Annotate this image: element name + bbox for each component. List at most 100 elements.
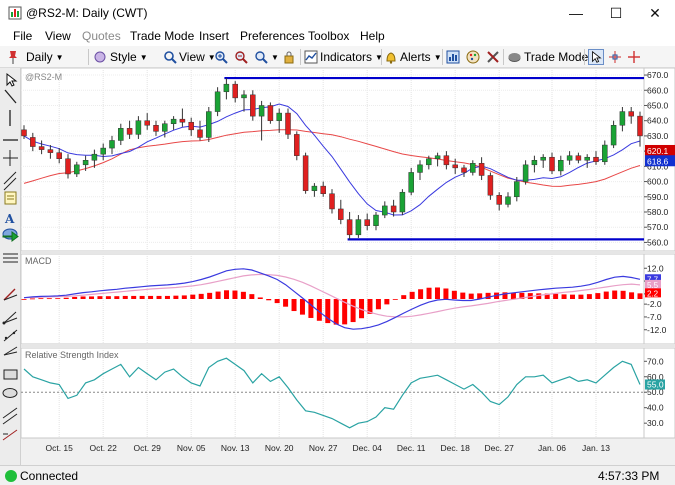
menu-view[interactable]: View bbox=[45, 29, 71, 43]
macd-histogram-bar bbox=[105, 296, 111, 299]
candle-body bbox=[399, 191, 406, 213]
macd-tick-label: 12.0 bbox=[647, 263, 664, 273]
menu-insert[interactable]: Insert bbox=[199, 29, 230, 43]
menu-preferences[interactable]: Preferences bbox=[240, 29, 305, 43]
rsi-value-badge bbox=[645, 379, 665, 390]
chevron-down-icon[interactable]: ▼ bbox=[271, 53, 279, 62]
interval-select[interactable]: Daily ▼ bbox=[26, 49, 64, 65]
macd-histogram-bar bbox=[578, 294, 584, 299]
connection-status-icon bbox=[5, 470, 17, 482]
note-icon[interactable] bbox=[4, 191, 17, 205]
menu-file[interactable]: File bbox=[13, 29, 33, 43]
close-button[interactable]: ✕ bbox=[649, 5, 661, 21]
candle-body bbox=[258, 105, 265, 117]
chart-settings-icon[interactable] bbox=[446, 49, 460, 65]
trade-mode-button[interactable]: Trade Mode bbox=[524, 50, 589, 64]
zoom-in-icon[interactable] bbox=[214, 49, 228, 65]
pointer-tool-icon[interactable] bbox=[588, 49, 604, 65]
rsi-tick-label: 30.0 bbox=[647, 418, 664, 428]
pin-icon[interactable] bbox=[6, 49, 20, 65]
style-label: Style bbox=[110, 50, 137, 64]
macd-histogram-bar bbox=[342, 299, 348, 325]
menu-quotes[interactable]: Quotes bbox=[82, 29, 121, 43]
style-menu-button[interactable]: Style ▼ bbox=[110, 49, 148, 65]
status-clock: 4:57:33 PM bbox=[598, 469, 660, 483]
drawing-tools: A bbox=[2, 72, 19, 441]
cross-line-icon[interactable] bbox=[3, 150, 18, 166]
trend-line-icon[interactable] bbox=[4, 89, 17, 104]
view-magnifier-icon bbox=[164, 51, 177, 64]
crosshair-icon[interactable] bbox=[608, 49, 622, 65]
regression-channel-icon[interactable] bbox=[2, 407, 18, 425]
macd-histogram-bar bbox=[55, 298, 61, 300]
menu-help[interactable]: Help bbox=[360, 29, 385, 43]
macd-histogram-bar bbox=[468, 293, 474, 299]
candle-body bbox=[522, 164, 529, 182]
candle-body bbox=[320, 185, 326, 194]
candle-body bbox=[135, 120, 142, 135]
candle-body bbox=[30, 137, 36, 147]
view-menu-button[interactable]: View ▼ bbox=[179, 49, 216, 65]
chevron-down-icon: ▼ bbox=[433, 52, 442, 62]
cross-cursor-icon[interactable] bbox=[627, 49, 641, 65]
price-tick-label: 640.0 bbox=[647, 116, 669, 126]
macd-histogram-bar bbox=[485, 292, 491, 299]
rectangle-tool-icon[interactable] bbox=[3, 369, 18, 380]
candle-body bbox=[496, 195, 502, 205]
channel-icon[interactable] bbox=[3, 171, 17, 191]
fibonacci-icon[interactable] bbox=[3, 253, 18, 263]
macd-histogram-bar bbox=[510, 292, 516, 299]
cycle-lines-icon[interactable] bbox=[3, 329, 18, 342]
tools-icon[interactable] bbox=[486, 49, 500, 65]
menu-trade-mode[interactable]: Trade Mode bbox=[130, 29, 195, 43]
lock-icon[interactable] bbox=[282, 49, 296, 65]
candle-body bbox=[118, 128, 124, 141]
x-tick-label: Dec. 27 bbox=[485, 443, 515, 453]
ellipse-outline-tool-icon[interactable] bbox=[2, 388, 18, 398]
macd-histogram-bar bbox=[173, 295, 179, 299]
arrow-tool-icon[interactable] bbox=[2, 231, 19, 242]
moving-average-badge bbox=[645, 155, 675, 167]
pointer-tool-icon[interactable] bbox=[6, 72, 18, 87]
connection-status: Connected bbox=[20, 469, 79, 483]
zoom-out-icon[interactable] bbox=[234, 49, 248, 65]
chart-pane-1 bbox=[21, 68, 645, 252]
macd-histogram-bar bbox=[122, 295, 128, 299]
macd-histogram-bar bbox=[418, 289, 424, 299]
candle-body bbox=[188, 121, 194, 131]
gann-fan-icon[interactable] bbox=[2, 311, 18, 325]
chevron-down-icon: ▼ bbox=[55, 52, 64, 62]
macd-histogram-bar bbox=[325, 299, 331, 324]
macd-histogram-bar bbox=[89, 296, 95, 299]
speed-lines-icon[interactable] bbox=[3, 346, 18, 356]
palette-icon[interactable] bbox=[466, 49, 480, 65]
text-tool-icon[interactable]: A bbox=[4, 212, 15, 226]
macd-histogram-bar bbox=[333, 299, 339, 325]
macd-histogram-bar bbox=[519, 292, 525, 299]
x-tick-label: Dec. 04 bbox=[353, 443, 383, 453]
chart-area[interactable]: Oct. 15 Oct. 22 Oct. 29 Nov. 05 Nov. 13 Nov. … bbox=[21, 68, 675, 465]
macd-histogram-bar bbox=[316, 299, 322, 321]
macd-histogram-bar bbox=[569, 294, 575, 299]
alerts-menu-button[interactable]: Alerts ▼ bbox=[400, 49, 442, 65]
macd-histogram-bar bbox=[249, 294, 255, 299]
price-tick-label: 660.0 bbox=[647, 85, 669, 95]
rsi-tick-label: 70.0 bbox=[647, 356, 664, 366]
candle-body bbox=[470, 163, 476, 173]
minimize-button[interactable]: — bbox=[569, 5, 583, 21]
macd-histogram-bar bbox=[595, 293, 601, 299]
indicators-menu-button[interactable]: Indicators ▼ bbox=[320, 49, 383, 65]
pane-splitter[interactable] bbox=[21, 251, 675, 254]
candle-body bbox=[311, 185, 318, 191]
menu-toolbox[interactable]: Toolbox bbox=[308, 29, 350, 43]
zoom-select-icon[interactable] bbox=[254, 49, 268, 65]
macd-histogram-bar bbox=[224, 290, 230, 299]
andrews-pitchfork-icon[interactable] bbox=[3, 288, 18, 301]
candle-body bbox=[382, 205, 388, 216]
pane-splitter[interactable] bbox=[21, 344, 675, 348]
drawing-tools-strip: A bbox=[0, 68, 21, 465]
measure-tool-icon[interactable] bbox=[2, 429, 18, 441]
macd-histogram-bar bbox=[164, 295, 170, 299]
maximize-button[interactable]: ☐ bbox=[609, 5, 623, 21]
